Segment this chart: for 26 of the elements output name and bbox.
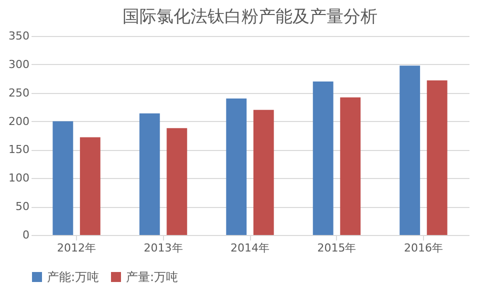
y-tick-label: 300 (8, 58, 30, 71)
y-tick-label: 350 (8, 30, 30, 42)
bar (80, 137, 100, 235)
y-tick-label: 150 (8, 143, 30, 156)
x-tick-label: 2016年 (404, 242, 443, 254)
y-tick-label: 50 (16, 200, 30, 214)
y-tick-label: 0 (22, 228, 30, 242)
bar (340, 97, 361, 235)
legend-label: 产量:万吨 (126, 270, 178, 284)
y-tick-label: 200 (8, 114, 30, 128)
y-tick-label: 250 (8, 86, 30, 100)
x-tick-label: 2012年 (57, 242, 96, 254)
x-tick-label: 2013年 (144, 242, 183, 254)
bar (426, 80, 448, 235)
bar (253, 110, 274, 235)
x-tick-label: 2014年 (230, 242, 270, 254)
legend-label: 产能:万吨 (47, 270, 100, 284)
x-tick-label: 2015年 (317, 242, 356, 254)
bar (52, 121, 74, 235)
bar (226, 98, 247, 235)
chart-title: 国际氯化法钛白粉产能及产量分析 (122, 7, 378, 27)
bar (312, 81, 334, 235)
bar (400, 66, 420, 235)
bar (166, 128, 188, 235)
bar (139, 113, 160, 235)
y-tick-label: 100 (8, 172, 30, 185)
